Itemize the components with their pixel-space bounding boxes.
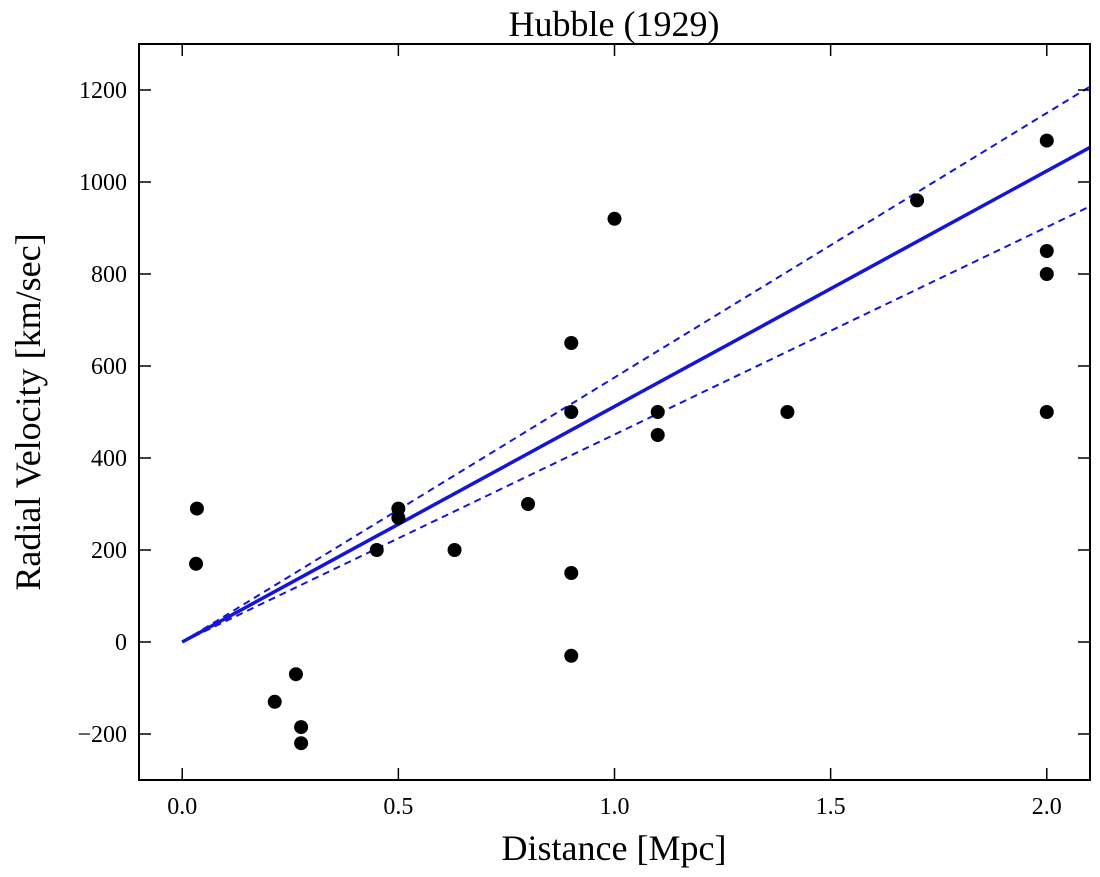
y-tick-label: 600 [91, 354, 127, 380]
data-point [369, 543, 384, 557]
plot-frame [138, 43, 1091, 781]
fit-lines [181, 85, 1090, 644]
data-point [1039, 405, 1054, 419]
data-point [189, 556, 204, 571]
chart-title: Hubble (1929) [509, 4, 720, 44]
axis-ticks: 0.0 0.5 1.0 1.5 2.0 −200 0 200 400 600 800 1000 1200 [77, 44, 1090, 820]
data-point [564, 405, 579, 419]
data-point [1039, 133, 1054, 148]
data-point [564, 336, 579, 350]
data-point [521, 497, 536, 511]
data-point [447, 543, 462, 557]
data-point [780, 405, 795, 419]
data-point [650, 405, 665, 419]
fit-line-dashed [181, 85, 1090, 643]
y-tick-label: 400 [91, 446, 127, 472]
data-point [189, 501, 204, 516]
x-tick-label: 1.0 [600, 794, 630, 820]
data-point [1039, 244, 1054, 258]
x-tick-label: 2.0 [1032, 794, 1062, 820]
y-tick-label: 1000 [79, 170, 127, 196]
data-point [294, 720, 309, 735]
fit-line-solid [181, 145, 1090, 644]
data-point [650, 428, 665, 442]
data-point [910, 193, 925, 208]
y-axis-title: Radial Velocity [km/sec] [8, 233, 48, 590]
data-points [189, 133, 1054, 751]
fit-line-dashed [181, 205, 1090, 643]
data-point [288, 667, 303, 682]
data-point [564, 648, 579, 663]
y-tick-label: 0 [115, 630, 127, 656]
data-point [1039, 267, 1054, 281]
x-tick-label: 0.5 [383, 794, 413, 820]
data-point [607, 211, 622, 226]
x-axis-title: Distance [Mpc] [502, 828, 727, 868]
x-tick-label: 1.5 [816, 794, 846, 820]
x-tick-label: 0.0 [167, 794, 197, 820]
data-point [564, 566, 579, 580]
data-point [391, 510, 406, 525]
y-tick-label: 1200 [79, 78, 127, 104]
data-point [267, 694, 282, 709]
data-point [294, 736, 309, 751]
y-tick-label: 800 [91, 262, 127, 288]
y-tick-label: −200 [77, 722, 127, 748]
y-tick-label: 200 [91, 538, 127, 564]
